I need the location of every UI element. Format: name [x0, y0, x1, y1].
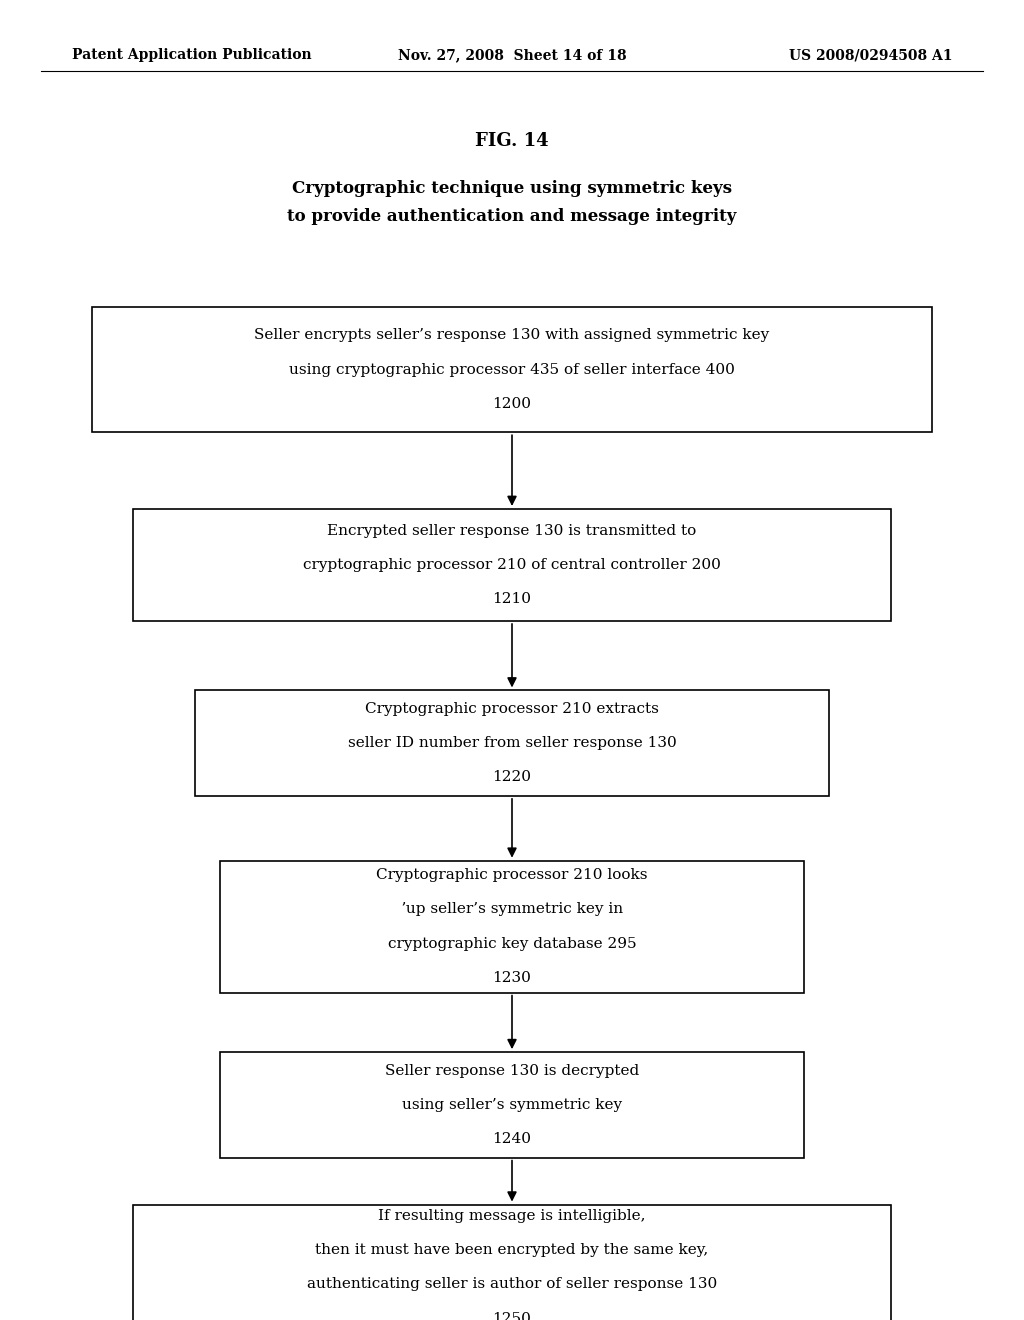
Text: Seller encrypts seller’s response 130 with assigned symmetric key: Seller encrypts seller’s response 130 wi… — [254, 329, 770, 342]
Bar — [92, 308, 932, 433]
Bar — [195, 690, 829, 796]
Text: Encrypted seller response 130 is transmitted to: Encrypted seller response 130 is transmi… — [328, 524, 696, 537]
Bar — [133, 1204, 891, 1320]
Bar — [220, 1052, 804, 1158]
Text: FIG. 14: FIG. 14 — [475, 132, 549, 150]
Text: 1220: 1220 — [493, 771, 531, 784]
Text: cryptographic processor 210 of central controller 200: cryptographic processor 210 of central c… — [303, 558, 721, 572]
Bar — [220, 861, 804, 993]
Text: Patent Application Publication: Patent Application Publication — [72, 49, 311, 62]
Text: cryptographic key database 295: cryptographic key database 295 — [388, 937, 636, 950]
Text: ʼup seller’s symmetric key in: ʼup seller’s symmetric key in — [401, 903, 623, 916]
Text: US 2008/0294508 A1: US 2008/0294508 A1 — [788, 49, 952, 62]
Text: Seller response 130 is decrypted: Seller response 130 is decrypted — [385, 1064, 639, 1077]
Text: 1210: 1210 — [493, 593, 531, 606]
Text: Cryptographic technique using symmetric keys: Cryptographic technique using symmetric … — [292, 181, 732, 197]
Text: to provide authentication and message integrity: to provide authentication and message in… — [288, 209, 736, 224]
Text: authenticating seller is author of seller response 130: authenticating seller is author of selle… — [307, 1278, 717, 1291]
Text: seller ID number from seller response 130: seller ID number from seller response 13… — [347, 737, 677, 750]
Bar — [133, 510, 891, 622]
Text: Cryptographic processor 210 extracts: Cryptographic processor 210 extracts — [366, 702, 658, 715]
Text: using seller’s symmetric key: using seller’s symmetric key — [402, 1098, 622, 1111]
Text: Cryptographic processor 210 looks: Cryptographic processor 210 looks — [376, 869, 648, 882]
Text: 1240: 1240 — [493, 1133, 531, 1146]
Text: then it must have been encrypted by the same key,: then it must have been encrypted by the … — [315, 1243, 709, 1257]
Text: 1230: 1230 — [493, 972, 531, 985]
Text: using cryptographic processor 435 of seller interface 400: using cryptographic processor 435 of sel… — [289, 363, 735, 376]
Text: Nov. 27, 2008  Sheet 14 of 18: Nov. 27, 2008 Sheet 14 of 18 — [397, 49, 627, 62]
Text: 1250: 1250 — [493, 1312, 531, 1320]
Text: If resulting message is intelligible,: If resulting message is intelligible, — [378, 1209, 646, 1222]
Text: 1200: 1200 — [493, 397, 531, 411]
